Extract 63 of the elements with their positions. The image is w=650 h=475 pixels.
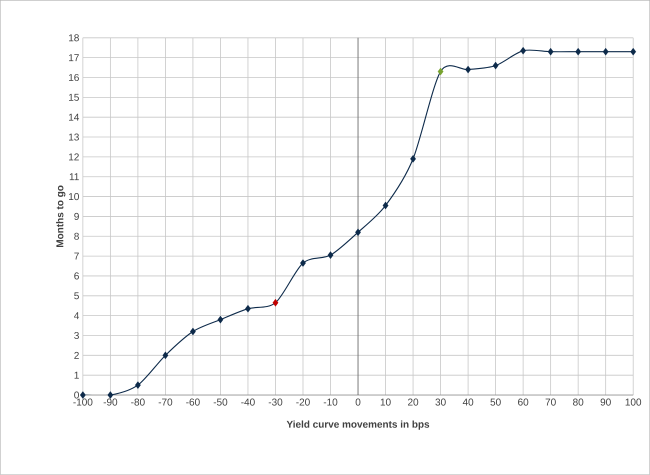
- x-tick-label: -70: [158, 398, 172, 406]
- point: [80, 391, 86, 399]
- x-tick-label: 70: [546, 398, 556, 406]
- y-tick-label: 7: [74, 252, 79, 260]
- point: [218, 316, 224, 324]
- y-tick-label: 14: [69, 114, 80, 121]
- x-tick-label: 100: [626, 398, 642, 406]
- y-tick-label: 15: [69, 94, 79, 101]
- x-tick-label: -40: [241, 398, 255, 406]
- x-tick-label: -50: [214, 398, 228, 406]
- y-tick-label: 13: [69, 134, 79, 141]
- point: [492, 62, 498, 70]
- y-tick-label: 8: [74, 232, 79, 240]
- point: [548, 48, 554, 56]
- x-tick-label: -20: [296, 398, 310, 406]
- x-tick-label: 10: [380, 398, 391, 406]
- y-tick-label: 3: [74, 332, 79, 340]
- x-tick-label: 80: [573, 398, 584, 406]
- point: [520, 46, 526, 55]
- x-tick-label: -90: [104, 398, 118, 406]
- point: [602, 48, 609, 56]
- y-axis-title: Months to go: [56, 186, 66, 248]
- x-tick-label: 40: [462, 398, 474, 406]
- point: [328, 251, 334, 259]
- x-tick-label: -60: [186, 398, 200, 406]
- point: [190, 328, 196, 336]
- x-tick-label: 20: [408, 398, 418, 406]
- y-tick-label: 10: [69, 193, 79, 200]
- point: [410, 155, 416, 163]
- x-tick-label: 0: [356, 398, 360, 406]
- point: [300, 259, 306, 267]
- y-tick-label: 0: [74, 392, 79, 399]
- point: [107, 391, 114, 399]
- x-tick-label: 60: [518, 398, 528, 406]
- y-tick-label: 4: [74, 312, 80, 320]
- point: [355, 228, 361, 236]
- x-tick-label: -30: [268, 398, 282, 406]
- y-tick-label: 1: [74, 372, 79, 379]
- y-tick-label: 6: [74, 272, 79, 280]
- x-tick-label: 50: [490, 398, 501, 406]
- y-tick-label: 18: [69, 34, 79, 42]
- y-tick-label: 5: [74, 292, 79, 300]
- y-tick-label: 12: [69, 153, 79, 160]
- point: [465, 66, 471, 74]
- point: [382, 202, 388, 210]
- x-tick-label: 90: [600, 398, 611, 406]
- y-tick-label: 17: [69, 54, 79, 62]
- point: [575, 48, 582, 56]
- x-tick-label: -10: [324, 398, 338, 406]
- y-tick-label: 9: [74, 212, 79, 220]
- point: [245, 304, 251, 313]
- point: [272, 299, 278, 307]
- x-tick-label: 30: [435, 398, 446, 406]
- point: [135, 381, 141, 389]
- point: [630, 48, 636, 56]
- x-tick-label: -80: [131, 398, 145, 406]
- y-tick-label: 2: [74, 352, 79, 359]
- point: [162, 352, 168, 360]
- x-axis-title: Yield curve movements in bps: [286, 420, 430, 430]
- x-tick-label: -100: [73, 398, 92, 406]
- y-tick-label: 16: [69, 74, 79, 82]
- point: [438, 68, 444, 76]
- y-tick-label: 11: [70, 173, 79, 180]
